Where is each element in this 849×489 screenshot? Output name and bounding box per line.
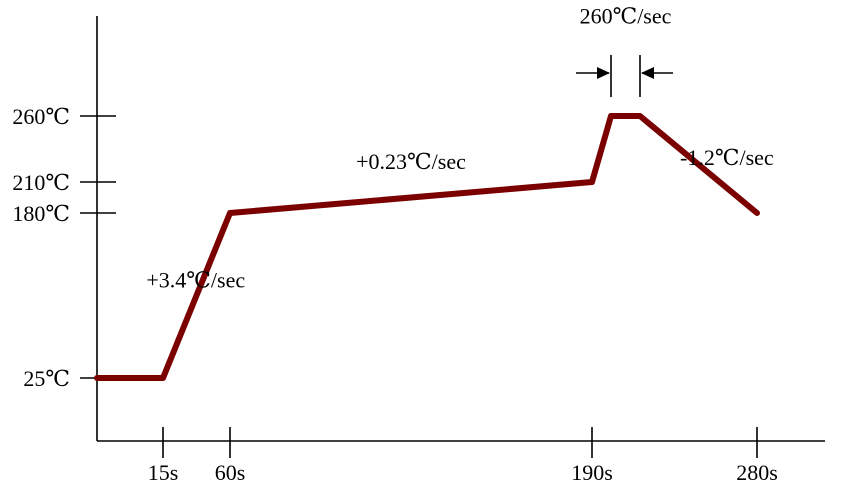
series-layer	[94, 113, 760, 381]
peak-duration-marker	[576, 55, 673, 97]
x-tick-label: 280s	[736, 460, 778, 485]
temperature-profile-line	[94, 113, 760, 381]
x-tick-label: 15s	[148, 460, 179, 485]
rate-annotation: +3.4℃/sec	[146, 268, 245, 293]
x-tick-label: 190s	[571, 460, 613, 485]
rate-annotation: +0.23℃/sec	[356, 149, 466, 174]
x-ticks: 15s 60s 190s 280s	[148, 427, 778, 485]
y-tick-label: 260℃	[12, 104, 70, 129]
rate-annotation: 260℃/sec	[580, 4, 672, 29]
y-tick-label: 25℃	[23, 366, 70, 391]
y-tick-label: 180℃	[12, 201, 70, 226]
annotations: +3.4℃/sec +0.23℃/sec 260℃/sec -1.2℃/sec	[146, 4, 774, 293]
peak-right-arrowhead	[641, 67, 654, 79]
axes	[96, 16, 825, 442]
peak-left-arrowhead	[597, 67, 610, 79]
x-tick-label: 60s	[215, 460, 246, 485]
rate-annotation: -1.2℃/sec	[680, 145, 774, 170]
y-ticks: 25℃ 180℃ 210℃ 260℃	[12, 104, 116, 391]
y-tick-label: 210℃	[12, 170, 70, 195]
